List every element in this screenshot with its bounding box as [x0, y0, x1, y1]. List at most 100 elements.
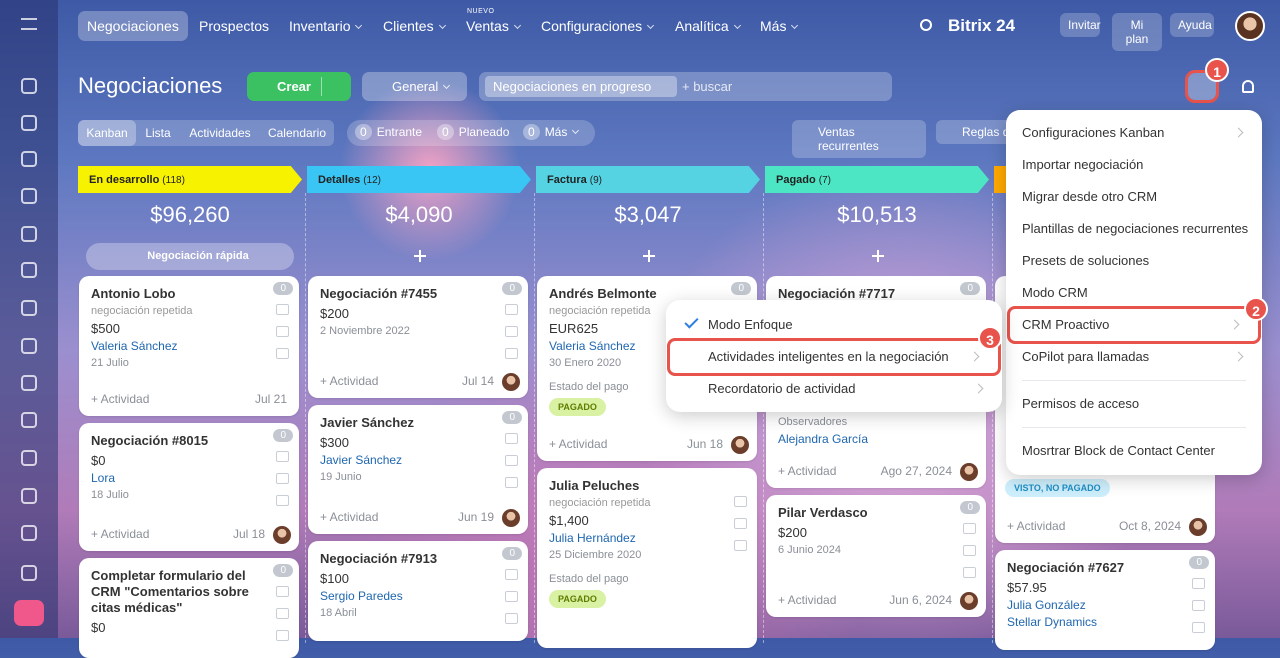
contact-icon[interactable]: [1192, 578, 1205, 589]
contact-icon[interactable]: [505, 591, 518, 602]
add-icon[interactable]: [643, 250, 655, 262]
nav-item[interactable]: Ventas: [457, 11, 529, 41]
nav-item[interactable]: Clientes: [374, 11, 454, 41]
deal-contact[interactable]: Valeria Sánchez: [91, 339, 178, 353]
user-avatar[interactable]: [1235, 11, 1265, 41]
counter[interactable]: 0 Más: [523, 124, 580, 140]
contact-icon[interactable]: [963, 545, 976, 556]
sidebar-icon[interactable]: [21, 338, 37, 354]
nav-item[interactable]: Más: [751, 11, 806, 41]
sidebar-icon[interactable]: [21, 300, 37, 316]
menu-item[interactable]: Configuraciones Kanban: [1006, 117, 1262, 149]
sidebar-icon[interactable]: [21, 115, 37, 131]
sidebar-icon[interactable]: [21, 188, 37, 204]
contact-icon[interactable]: [276, 495, 289, 506]
contact-icon[interactable]: [276, 304, 289, 315]
contact-icon[interactable]: [505, 348, 518, 359]
sidebar-icon[interactable]: [21, 412, 37, 428]
add-activity[interactable]: + Actividad: [549, 437, 608, 451]
contact-icon[interactable]: [505, 304, 518, 315]
menu-icon[interactable]: [21, 18, 37, 30]
view-tab[interactable]: Kanban: [78, 120, 136, 146]
rocket-icon[interactable]: [14, 600, 44, 626]
search-icon[interactable]: [920, 19, 932, 31]
add-activity[interactable]: + Actividad: [1007, 519, 1066, 533]
deal-card[interactable]: 0 Javier Sánchez $300 Javier Sánchez 19 Juni…: [308, 405, 528, 534]
filter-tag[interactable]: Negociaciones en progreso: [485, 76, 678, 97]
nav-item[interactable]: Configuraciones: [532, 11, 662, 41]
deal-contact[interactable]: Julia González: [1007, 598, 1086, 612]
add-activity[interactable]: + Actividad: [91, 392, 150, 406]
contact-icon[interactable]: [276, 473, 289, 484]
column-header[interactable]: En desarrollo (118): [78, 166, 302, 193]
rules-button[interactable]: Reglas d: [936, 120, 1016, 144]
column-header[interactable]: Detalles (12): [307, 166, 531, 193]
menu-item[interactable]: Modo CRM: [1006, 277, 1262, 309]
contact-icon[interactable]: [1192, 600, 1205, 611]
contact-icon[interactable]: [734, 540, 747, 551]
nav-item[interactable]: Inventario: [280, 11, 370, 41]
add-icon[interactable]: [872, 250, 884, 262]
contact-icon[interactable]: [505, 433, 518, 444]
deal-contact[interactable]: Lora: [91, 471, 116, 485]
contact-icon[interactable]: [276, 608, 289, 619]
view-tab[interactable]: Actividades: [189, 126, 251, 140]
sidebar-icon[interactable]: [21, 525, 37, 541]
sidebar-icon[interactable]: [21, 565, 37, 581]
nav-button[interactable]: Invitar: [1060, 13, 1101, 37]
contact-icon[interactable]: [963, 567, 976, 578]
sidebar-icon[interactable]: [21, 226, 37, 242]
nav-item[interactable]: Prospectos: [190, 11, 278, 41]
add-activity[interactable]: + Actividad: [320, 510, 379, 524]
deal-title[interactable]: Negociación #7627: [1007, 560, 1125, 575]
deal-card[interactable]: 0 Negociación #7455 $200 2 Noviembre 2022 + …: [308, 276, 528, 398]
deal-card[interactable]: 0 Negociación #7627 $57.95 Julia González St…: [995, 550, 1215, 650]
quick-add[interactable]: Negociación rápida: [86, 243, 294, 270]
deal-company[interactable]: Stellar Dynamics: [1007, 615, 1098, 629]
contact-icon[interactable]: [734, 496, 747, 507]
contact-icon[interactable]: [505, 477, 518, 488]
deal-title[interactable]: Javier Sánchez: [320, 415, 414, 430]
contact-icon[interactable]: [276, 451, 289, 462]
contact-icon[interactable]: [963, 523, 976, 534]
bell-icon[interactable]: [1242, 80, 1254, 93]
add-icon[interactable]: [414, 250, 426, 262]
nav-button[interactable]: Mi plan: [1112, 13, 1162, 51]
deal-card[interactable]: 0 Completar formulario del CRM "Comentari…: [79, 558, 299, 658]
deal-title[interactable]: Negociación #7455: [320, 286, 438, 301]
contact-icon[interactable]: [276, 348, 289, 359]
deal-card[interactable]: Julia Peluches negociación repetida $1,400…: [537, 468, 757, 648]
contact-icon[interactable]: [276, 326, 289, 337]
add-activity[interactable]: + Actividad: [778, 593, 837, 607]
deal-contact[interactable]: Valeria Sánchez: [549, 339, 636, 353]
column-header[interactable]: Pagado (7): [765, 166, 989, 193]
create-button[interactable]: Crear: [247, 72, 351, 101]
contact-icon[interactable]: [505, 569, 518, 580]
contact-icon[interactable]: [505, 613, 518, 624]
add-activity[interactable]: + Actividad: [91, 527, 150, 541]
filter-button[interactable]: General: [362, 72, 467, 101]
deal-card[interactable]: 0 Pilar Verdasco $200 6 Junio 2024 + Activid…: [766, 495, 986, 617]
sidebar-icon[interactable]: [21, 262, 37, 278]
deal-title[interactable]: Negociación #8015: [91, 433, 209, 448]
nav-button[interactable]: Ayuda: [1170, 13, 1214, 37]
deal-title[interactable]: Negociación #7913: [320, 551, 438, 566]
recurring-button[interactable]: Ventas recurrentes: [792, 120, 926, 158]
contact-icon[interactable]: [734, 518, 747, 529]
view-tab[interactable]: Calendario: [267, 126, 327, 140]
contact-icon[interactable]: [1192, 622, 1205, 633]
add-activity[interactable]: + Actividad: [320, 374, 379, 388]
search-box[interactable]: Negociaciones en progreso + buscar: [479, 72, 892, 101]
deal-contact[interactable]: Sergio Paredes: [320, 589, 403, 603]
observer[interactable]: Alejandra García: [778, 432, 869, 446]
menu-item[interactable]: CoPilot para llamadas: [1006, 341, 1262, 373]
menu-item[interactable]: Importar negociación: [1006, 149, 1262, 181]
menu-item[interactable]: CRM Proactivo: [1007, 306, 1261, 344]
deal-title[interactable]: Andrés Belmonte: [549, 286, 657, 301]
nav-item[interactable]: Negociaciones: [78, 11, 188, 41]
counter[interactable]: 0 Planeado: [437, 124, 509, 140]
contact-icon[interactable]: [505, 455, 518, 466]
menu-item[interactable]: Mosrtrar Block de Contact Center: [1006, 435, 1262, 467]
deal-title[interactable]: Negociación #7717: [778, 286, 896, 301]
counter[interactable]: 0 Entrante: [355, 124, 422, 140]
